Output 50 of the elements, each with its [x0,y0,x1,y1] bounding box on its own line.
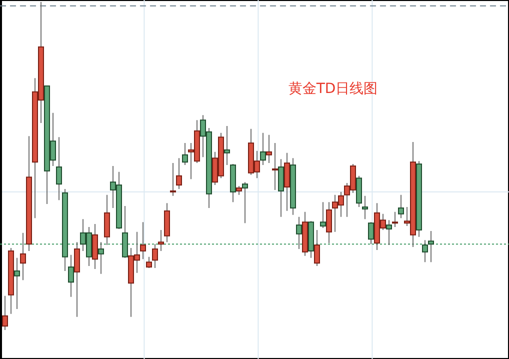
candlestick [296,216,302,250]
candlestick [176,158,182,190]
candlestick [368,222,374,245]
candlestick [56,136,62,201]
candlestick [422,240,428,263]
candlestick [320,202,326,228]
candlestick [170,162,176,196]
candlestick [80,218,86,252]
candlestick [362,195,368,220]
candlestick [254,150,260,179]
candlestick [134,231,140,274]
candlestick [14,257,20,310]
candlestick [284,152,290,212]
candlestick [386,220,392,246]
candlestick [224,125,230,166]
title: 黄金TD日线图 [288,81,378,97]
candlestick [404,206,410,227]
candlestick [380,213,386,230]
candlestick [20,232,26,281]
candlestick [260,132,266,166]
candlestick [338,191,344,218]
candlestick [398,194,404,219]
candlestick [140,222,146,260]
candlestick [272,142,278,190]
candlestick [98,242,104,274]
candlestick [68,254,74,298]
candlestick [332,194,338,232]
candlestick [350,164,356,194]
candlestick [146,256,152,269]
candlestick [2,295,8,330]
candlestick [50,112,56,166]
candlestick [428,230,434,263]
candlestick [182,142,188,166]
candlestick [242,182,248,224]
candlestick [200,114,206,158]
candlestick [212,151,218,186]
candlestick [104,194,110,246]
candlestick [188,142,194,180]
candlestick [110,166,116,208]
candlestick [74,242,80,318]
candlestick [86,226,92,267]
candlestick [392,211,398,228]
candlestick [344,182,350,218]
candlestick [314,229,320,267]
candlestick [152,244,158,269]
candlestick [278,158,284,218]
candlestick [266,134,272,164]
candlestick [158,229,164,252]
candlestick [122,206,128,258]
candlestick [326,202,332,244]
